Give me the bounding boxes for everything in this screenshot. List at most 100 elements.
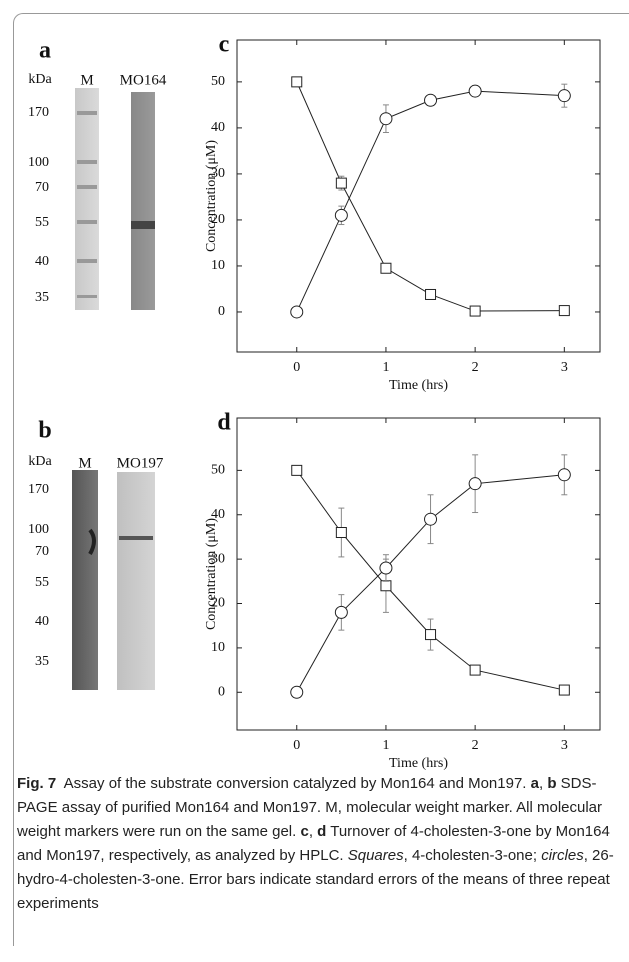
square-marker [291,76,303,88]
y-tick-label: 10 [211,640,225,655]
y-tick-label: 20 [211,212,225,227]
marker-label: 100 [28,522,49,537]
circle-marker [334,208,348,222]
square-marker [380,262,392,274]
gel-lane [72,470,98,690]
circle-marker [424,512,438,526]
x-tick-label: 0 [293,738,300,753]
marker-label: 170 [28,105,49,120]
y-tick-label: 40 [211,120,225,135]
square-marker [335,177,347,189]
circle-marker [557,89,571,103]
x-tick-label: 1 [382,738,389,753]
caption: Fig. 7 Assay of the substrate conversion… [17,772,617,916]
y-tick-label: 30 [211,551,225,566]
y-tick-label: 0 [218,304,225,319]
gel-bands [77,111,97,298]
caption-text: d [317,823,327,840]
caption-text: circles [541,847,584,864]
circle-marker [379,112,393,126]
x-axis-label: Time (hrs) [389,756,448,770]
y-tick-label: 40 [211,507,225,522]
marker-label: 40 [35,254,49,269]
y-axis-label: Concentration (μM) [204,140,219,252]
caption-text: Turnover of 4-cholesten-3-one by Mon164 … [17,823,614,864]
panel-label: d [217,410,231,436]
series-line [296,470,565,691]
unit-label: kDa [28,454,52,469]
x-tick-label: 2 [472,360,479,375]
circle-marker [468,84,482,98]
caption-text: Assay of the substrate conversion cataly… [56,775,531,792]
square-marker [425,629,437,641]
caption-text: , [538,775,548,792]
circle-marker [557,468,571,482]
marker-label: 70 [35,180,49,195]
plot-frame [236,39,601,353]
unit-label: kDa [28,72,52,87]
square-marker [335,527,347,539]
x-axis-label: Time (hrs) [389,378,448,393]
y-tick-label: 50 [211,463,225,478]
circle-marker [424,93,438,107]
x-tick-label: 1 [382,360,389,375]
panel-label: b [38,418,51,444]
marker-label: 40 [35,614,49,629]
series-line [296,90,565,313]
square-marker [291,464,303,476]
marker-label: 100 [28,155,49,170]
marker-label: 170 [28,482,49,497]
caption-text: b [547,775,557,792]
caption-label: Fig. 7 [17,775,57,792]
square-marker [425,288,437,300]
caption-text: SDS-PAGE assay of purified Mon164 and Mo… [17,775,607,840]
plot-frame [236,417,601,731]
marker-label: 35 [35,290,49,305]
frame [13,13,629,946]
square-marker [469,305,481,317]
y-tick-label: 20 [211,596,225,611]
series-line [296,81,565,312]
gel-lane [75,88,99,310]
lane-label: MO164 [120,72,167,88]
x-tick-label: 0 [293,360,300,375]
panel-label: a [39,38,51,64]
gel-lane [131,92,155,310]
circle-marker [290,305,304,319]
caption-text: , [308,823,318,840]
caption-text: , 4-cholesten-3-one; [403,847,542,864]
caption-text: c [300,823,309,840]
series-line [296,474,565,693]
gel-band [131,221,155,229]
circle-marker [334,605,348,619]
panel-label: c [219,32,230,58]
square-marker [558,684,570,696]
marker-label: 55 [35,215,49,230]
y-tick-label: 30 [211,166,225,181]
y-tick-label: 10 [211,258,225,273]
gel-lane [117,472,155,690]
marker-label: 70 [35,544,49,559]
square-marker [469,664,481,676]
marker-label: 55 [35,575,49,590]
lane-label: M [78,455,91,471]
circle-marker [290,685,304,699]
lane-label: M [80,72,93,88]
circle-marker [379,561,393,575]
y-tick-label: 0 [218,684,225,699]
gel-band [119,536,153,540]
x-tick-label: 2 [472,738,479,753]
caption-text: Squares [347,847,404,864]
y-tick-label: 50 [211,74,225,89]
y-axis-label: Concentration (μM) [204,518,219,630]
caption-text: , 26-hydro-4-cholesten-3-one. Error bars… [17,847,614,912]
x-tick-label: 3 [561,360,568,375]
caption-text: a [530,775,539,792]
lane-label: MO197 [117,455,164,471]
marker-label: 35 [35,654,49,669]
square-marker [380,580,392,592]
x-tick-label: 3 [561,738,568,753]
square-marker [558,305,570,317]
